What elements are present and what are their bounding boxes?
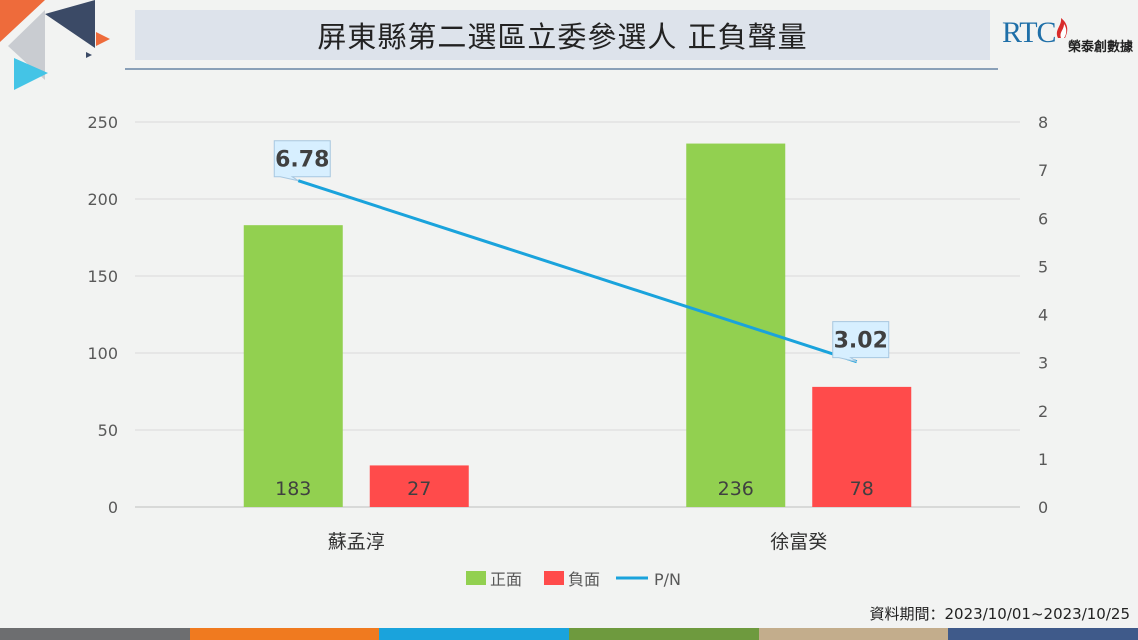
- legend-label: P/N: [654, 570, 681, 589]
- x-tick-label: 蘇孟淳: [328, 531, 385, 553]
- corner-decoration: [0, 0, 110, 90]
- source-note: 資料期間：2023/10/01~2023/10/25: [869, 605, 1130, 623]
- bar-data-label: 27: [407, 478, 431, 500]
- footer-segment: [948, 628, 1138, 640]
- flame-icon: [1056, 18, 1068, 38]
- y2-tick-label: 1: [1038, 450, 1048, 469]
- y-tick-label: 100: [87, 344, 118, 363]
- bar-data-label: 78: [850, 478, 874, 500]
- ratio-callout: [832, 321, 890, 363]
- corner-triangle-small-navy: [86, 52, 92, 58]
- corner-triangle-gray: [8, 10, 45, 80]
- bar-negative: [812, 386, 912, 507]
- title-box: 屏東縣第二選區立委參選人 正負聲量: [135, 10, 990, 60]
- y2-tick-label: 0: [1038, 498, 1048, 517]
- legend-swatch: [544, 571, 564, 585]
- footer-segment: [379, 628, 570, 640]
- y-tick-label: 50: [98, 421, 118, 440]
- legend-swatch: [466, 571, 486, 585]
- footer-bar: [0, 628, 1138, 640]
- bar-negative: [369, 465, 469, 507]
- y-tick-label: 0: [108, 498, 118, 517]
- corner-triangle-orange: [0, 0, 45, 42]
- y2-tick-label: 7: [1038, 161, 1048, 180]
- x-tick-label: 徐富癸: [770, 531, 827, 553]
- y-tick-label: 150: [87, 267, 118, 286]
- corner-triangle-navy: [45, 0, 95, 48]
- footer-segment: [569, 628, 759, 640]
- corner-triangle-cyan: [14, 58, 48, 90]
- bar-data-label: 183: [275, 478, 311, 500]
- y2-tick-label: 6: [1038, 209, 1048, 228]
- y2-tick-label: 8: [1038, 113, 1048, 132]
- logo-name: 榮泰創數據: [1068, 40, 1134, 55]
- legend-label: 正面: [490, 570, 522, 589]
- title-rule: [125, 68, 998, 70]
- logo: RTC 榮泰創數據: [1002, 12, 1134, 58]
- ratio-data-label: 3.02: [834, 329, 888, 354]
- ratio-data-label: 6.78: [275, 148, 329, 173]
- footer-segment: [189, 628, 380, 640]
- ratio-callout: [273, 140, 331, 182]
- bar-positive: [243, 225, 343, 507]
- footer-segment: [758, 628, 949, 640]
- y2-tick-label: 2: [1038, 402, 1048, 421]
- logo-rtc-text: RTC: [1002, 16, 1057, 49]
- page-title: 屏東縣第二選區立委參選人 正負聲量: [317, 20, 808, 54]
- bar-data-label: 236: [718, 478, 754, 500]
- y2-tick-label: 4: [1038, 306, 1048, 325]
- y2-tick-label: 5: [1038, 257, 1048, 276]
- bar-positive: [686, 143, 786, 507]
- y2-tick-label: 3: [1038, 354, 1048, 373]
- corner-triangle-small-orange: [96, 32, 110, 46]
- y-tick-label: 200: [87, 190, 118, 209]
- y-tick-label: 250: [87, 113, 118, 132]
- ratio-line: [297, 179, 858, 364]
- legend-label: 負面: [568, 570, 600, 589]
- footer-segment: [0, 628, 190, 640]
